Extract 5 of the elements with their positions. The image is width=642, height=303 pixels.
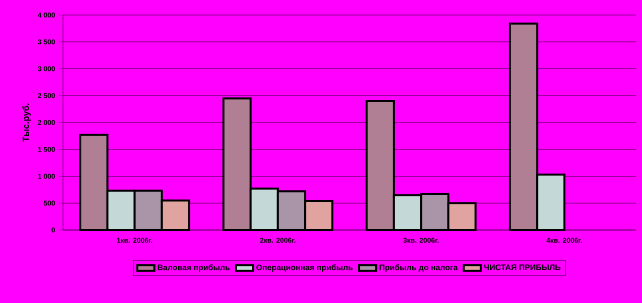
legend-label: Прибыль до налога bbox=[380, 264, 458, 272]
legend-label: Валовая прибыль bbox=[158, 264, 230, 272]
legend-label: ЧИСТАЯ ПРИБЫЛЬ bbox=[484, 264, 560, 270]
y-axis-title: Тыс.руб. bbox=[22, 104, 31, 142]
legend-label: Операционная прибыль bbox=[256, 264, 353, 272]
